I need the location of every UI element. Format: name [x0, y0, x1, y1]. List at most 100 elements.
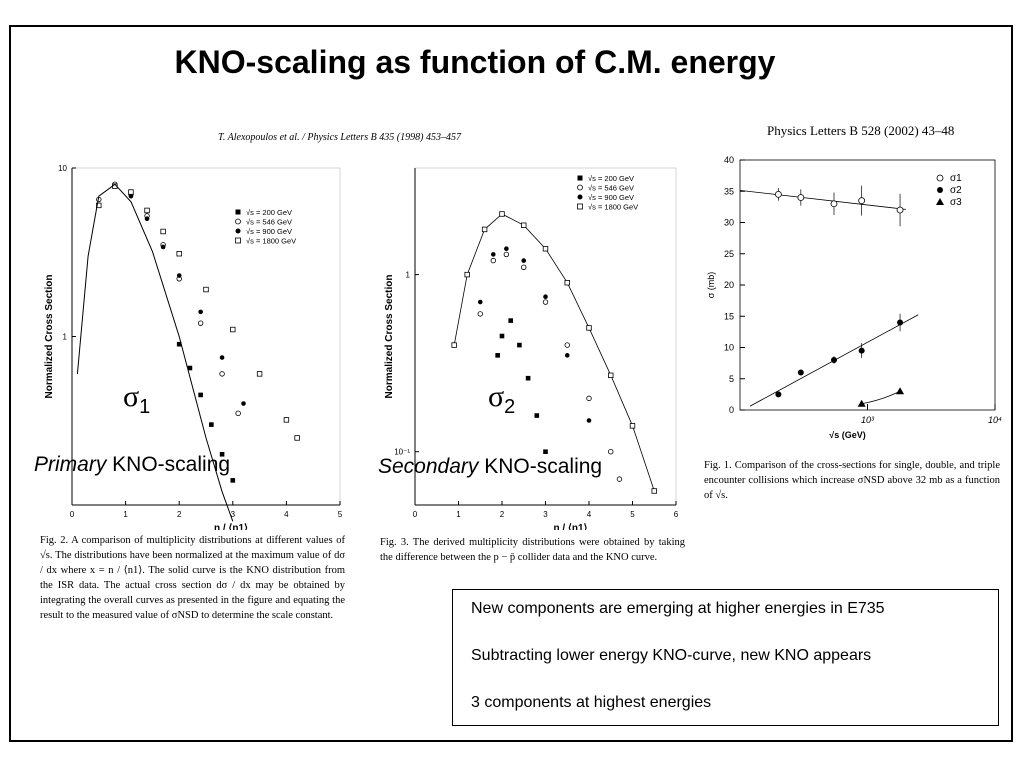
series-line — [453, 213, 655, 492]
x-tick-label: 5 — [338, 510, 343, 519]
data-point — [504, 246, 509, 252]
legend-marker — [235, 209, 241, 215]
legend-marker — [577, 203, 583, 210]
data-point — [616, 476, 623, 482]
legend-label: σ3 — [950, 197, 962, 208]
legend-label: √s = 546 GeV — [246, 218, 292, 227]
data-point — [481, 226, 488, 233]
data-point — [477, 299, 483, 305]
data-point — [176, 273, 182, 278]
data-point — [897, 319, 904, 326]
data-point — [629, 423, 636, 429]
y-tick-label: 25 — [724, 249, 734, 259]
fig1-caption: Fig. 1. Comparison of the cross-sections… — [704, 460, 1000, 501]
legend-label: √s = 200 GeV — [588, 174, 634, 183]
legend-label: √s = 1800 GeV — [588, 203, 638, 212]
legend-marker — [235, 228, 241, 234]
x-tick-label: 2 — [500, 510, 505, 519]
fit-line-sigma3 — [861, 390, 901, 405]
data-point — [608, 448, 614, 455]
data-point — [586, 418, 592, 423]
legend-marker — [936, 198, 944, 205]
legend-label: √s = 1800 GeV — [246, 237, 296, 246]
data-point — [651, 488, 657, 494]
data-point — [830, 200, 838, 208]
y-tick-label: 35 — [724, 186, 734, 196]
data-point — [586, 395, 592, 402]
chart-secondary-kno: 0 1 2 3 4 5 6 10⁻¹ 1 n / ⟨n1⟩ Normalized Cross Sec… — [384, 167, 679, 530]
sigma-1-label: σ1 — [123, 380, 151, 418]
slide-frame — [9, 25, 1013, 742]
data-point — [896, 387, 905, 395]
data-point — [128, 193, 134, 199]
x-tick-label: 0 — [70, 510, 75, 519]
data-point — [176, 341, 182, 347]
data-point — [203, 286, 209, 293]
right-citation: Physics Letters B 528 (2002) 43–48 — [767, 123, 955, 138]
left-citation: T. Alexopoulos et al. / Physics Letters … — [218, 132, 461, 143]
data-point — [797, 369, 804, 376]
data-point — [608, 372, 614, 379]
data-point — [499, 211, 505, 217]
y-axis-label: σ (mb) — [706, 272, 716, 299]
data-point — [197, 320, 204, 326]
data-point — [543, 449, 548, 454]
legend-marker — [936, 174, 944, 182]
data-point — [294, 435, 300, 441]
y-tick-label: 10 — [58, 164, 67, 173]
data-point — [858, 197, 866, 205]
data-point — [241, 401, 246, 406]
primary-kno-label: Primary KNO-scaling — [34, 453, 231, 476]
data-point — [128, 189, 134, 195]
y-tick-label: 10⁻¹ — [394, 448, 410, 457]
data-point — [144, 207, 150, 214]
x-tick-label: 6 — [674, 510, 679, 519]
data-point — [491, 252, 496, 257]
data-point — [495, 353, 500, 358]
data-point — [774, 190, 782, 198]
x-tick-label: 3 — [231, 510, 236, 519]
data-point — [451, 342, 457, 348]
data-point — [542, 299, 549, 305]
x-tick-label: 10⁴ — [988, 415, 1002, 425]
x-tick-label: 10³ — [861, 415, 875, 425]
notes-box: New components are emerging at higher en… — [452, 589, 999, 726]
data-point — [198, 309, 203, 315]
data-point — [160, 244, 166, 250]
data-point — [219, 371, 225, 377]
x-axis-label: √s (GeV) — [829, 430, 865, 440]
y-tick-label: 5 — [729, 374, 734, 384]
x-tick-label: 2 — [177, 510, 182, 519]
fit-line-sigma1 — [739, 189, 906, 210]
data-point — [508, 318, 513, 323]
data-point — [198, 392, 203, 398]
data-point — [564, 280, 570, 286]
legend-label: √s = 900 GeV — [588, 193, 634, 202]
data-point — [830, 357, 837, 363]
x-tick-label: 5 — [630, 510, 635, 519]
data-point — [477, 311, 483, 317]
x-tick-label: 3 — [543, 510, 548, 519]
legend-label: σ2 — [950, 185, 962, 196]
legend-marker — [577, 184, 583, 191]
kno-curve — [76, 183, 234, 522]
data-point — [521, 264, 527, 270]
data-point — [176, 251, 182, 257]
data-point — [230, 478, 236, 483]
y-tick-label: 15 — [724, 311, 734, 321]
y-tick-label: 0 — [729, 405, 734, 415]
data-point — [187, 365, 193, 371]
data-point — [775, 391, 782, 398]
data-point — [209, 422, 214, 427]
data-point — [543, 294, 548, 300]
x-tick-label: 4 — [284, 510, 289, 519]
y-tick-label: 1 — [406, 271, 411, 280]
y-tick-label: 40 — [724, 155, 734, 165]
data-point — [896, 206, 904, 214]
secondary-kno-label: Secondary KNO-scaling — [378, 455, 603, 478]
data-point — [283, 417, 290, 423]
data-point — [564, 342, 570, 348]
slide-title: KNO-scaling as function of C.M. energy — [174, 44, 776, 80]
data-point — [219, 355, 225, 360]
data-point — [490, 257, 496, 264]
